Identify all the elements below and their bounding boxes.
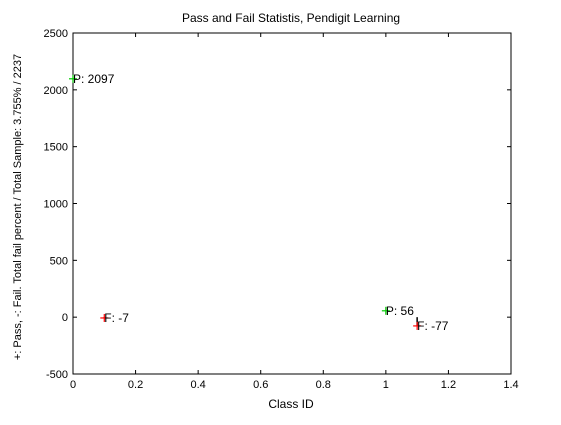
data-annotation-label: P: 56 (386, 304, 414, 318)
y-tick-label: 2000 (44, 85, 68, 97)
x-axis-ticks: 0 0.2 0.4 0.6 0.8 1 1.2 1.4 (70, 33, 519, 391)
x-tick-label: 0.8 (316, 379, 331, 391)
x-tick-label: 1 (383, 379, 389, 391)
y-tick-label: 500 (50, 255, 68, 267)
chart-title: Pass and Fail Statistis, Pendigit Learni… (182, 11, 400, 25)
data-marks (69, 74, 422, 330)
x-axis-label: Class ID (268, 397, 314, 411)
pass-marker (69, 74, 77, 83)
y-axis-label: +: Pass, -: Fail. Total fail percent / T… (12, 54, 24, 360)
data-annotation-label: F: -77 (417, 319, 449, 333)
x-tick-label: 0.6 (253, 379, 268, 391)
data-annotation-label: P: 2097 (73, 72, 115, 86)
data-annotations: P: 2097 F: -7 P: 56F: -77 (73, 72, 449, 333)
x-tick-label: 0.2 (128, 379, 143, 391)
x-tick-label: 1.2 (441, 379, 456, 391)
y-tick-label: 2500 (44, 28, 68, 40)
fail-marker (100, 313, 109, 322)
x-tick-label: 0 (70, 379, 76, 391)
y-tick-label: 0 (62, 312, 68, 324)
data-annotation-label: F: -7 (104, 311, 129, 325)
pass-marker (381, 306, 390, 315)
y-tick-label: 1000 (44, 199, 68, 211)
y-tick-label: -500 (46, 369, 68, 381)
x-tick-label: 0.4 (190, 379, 205, 391)
x-tick-label: 1.4 (503, 379, 518, 391)
y-tick-label: 1500 (44, 142, 68, 154)
y-axis-ticks: -500 0 500 1000 1500 2000 2500 (44, 28, 511, 381)
fail-marker (413, 317, 422, 330)
